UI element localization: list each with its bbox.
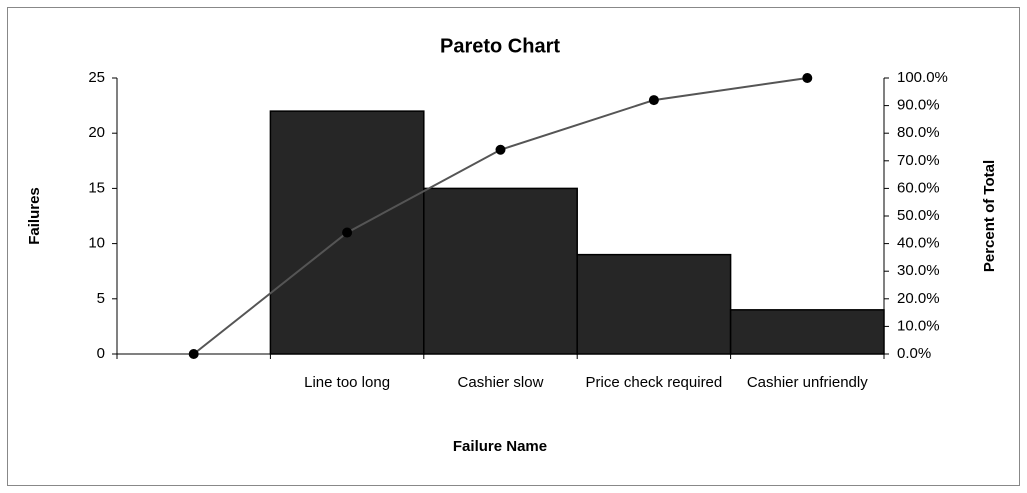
y-tick-label: 25	[88, 69, 105, 86]
line-marker	[495, 144, 506, 155]
x-tick-label: Line too long	[304, 374, 391, 391]
x-tick-label: Price check required	[585, 374, 723, 391]
bar	[576, 253, 732, 355]
line-marker	[648, 95, 659, 106]
x-tick-label: Cashier unfriendly	[746, 374, 868, 391]
x-tick-label-box: Price check required	[585, 374, 723, 391]
y-tick-label: 20	[88, 124, 105, 141]
y2-tick-label: 90.0%	[897, 97, 940, 114]
y-tick-label: 15	[88, 179, 105, 196]
line-marker	[342, 227, 353, 238]
y2-axis-label: Percent of Total	[981, 160, 998, 272]
y2-tick-label: 10.0%	[897, 317, 940, 334]
y-tick-label: 10	[88, 235, 105, 252]
bar	[729, 309, 885, 355]
y2-tick-label: 40.0%	[897, 235, 940, 252]
y-tick-label: 0	[97, 345, 105, 362]
line-marker	[188, 349, 199, 359]
y2-tick-label: 70.0%	[897, 152, 940, 169]
bar	[423, 187, 578, 355]
y2-tick-label: 60.0%	[897, 179, 940, 196]
x-tick-label: Cashier slow	[457, 374, 544, 391]
x-tick-label-box: Line too long	[304, 374, 391, 391]
y2-tick-label: 30.0%	[897, 262, 940, 279]
y2-tick-label: 20.0%	[897, 290, 940, 307]
y2-tick-label: 0.0%	[897, 345, 931, 362]
line-marker	[802, 73, 813, 83]
y2-tick-label: 50.0%	[897, 207, 940, 224]
chart-title: Pareto Chart	[440, 35, 560, 57]
y2-tick-label: 80.0%	[897, 124, 940, 141]
x-axis-label: Failure Name	[453, 438, 547, 455]
y-axis-label: Failures	[26, 187, 43, 245]
y2-tick-label: 100.0%	[897, 69, 948, 86]
y-tick-label: 5	[97, 290, 105, 307]
x-tick-label-box: Cashier slow	[457, 374, 544, 391]
x-tick-label-box: Cashier unfriendly	[746, 374, 868, 391]
